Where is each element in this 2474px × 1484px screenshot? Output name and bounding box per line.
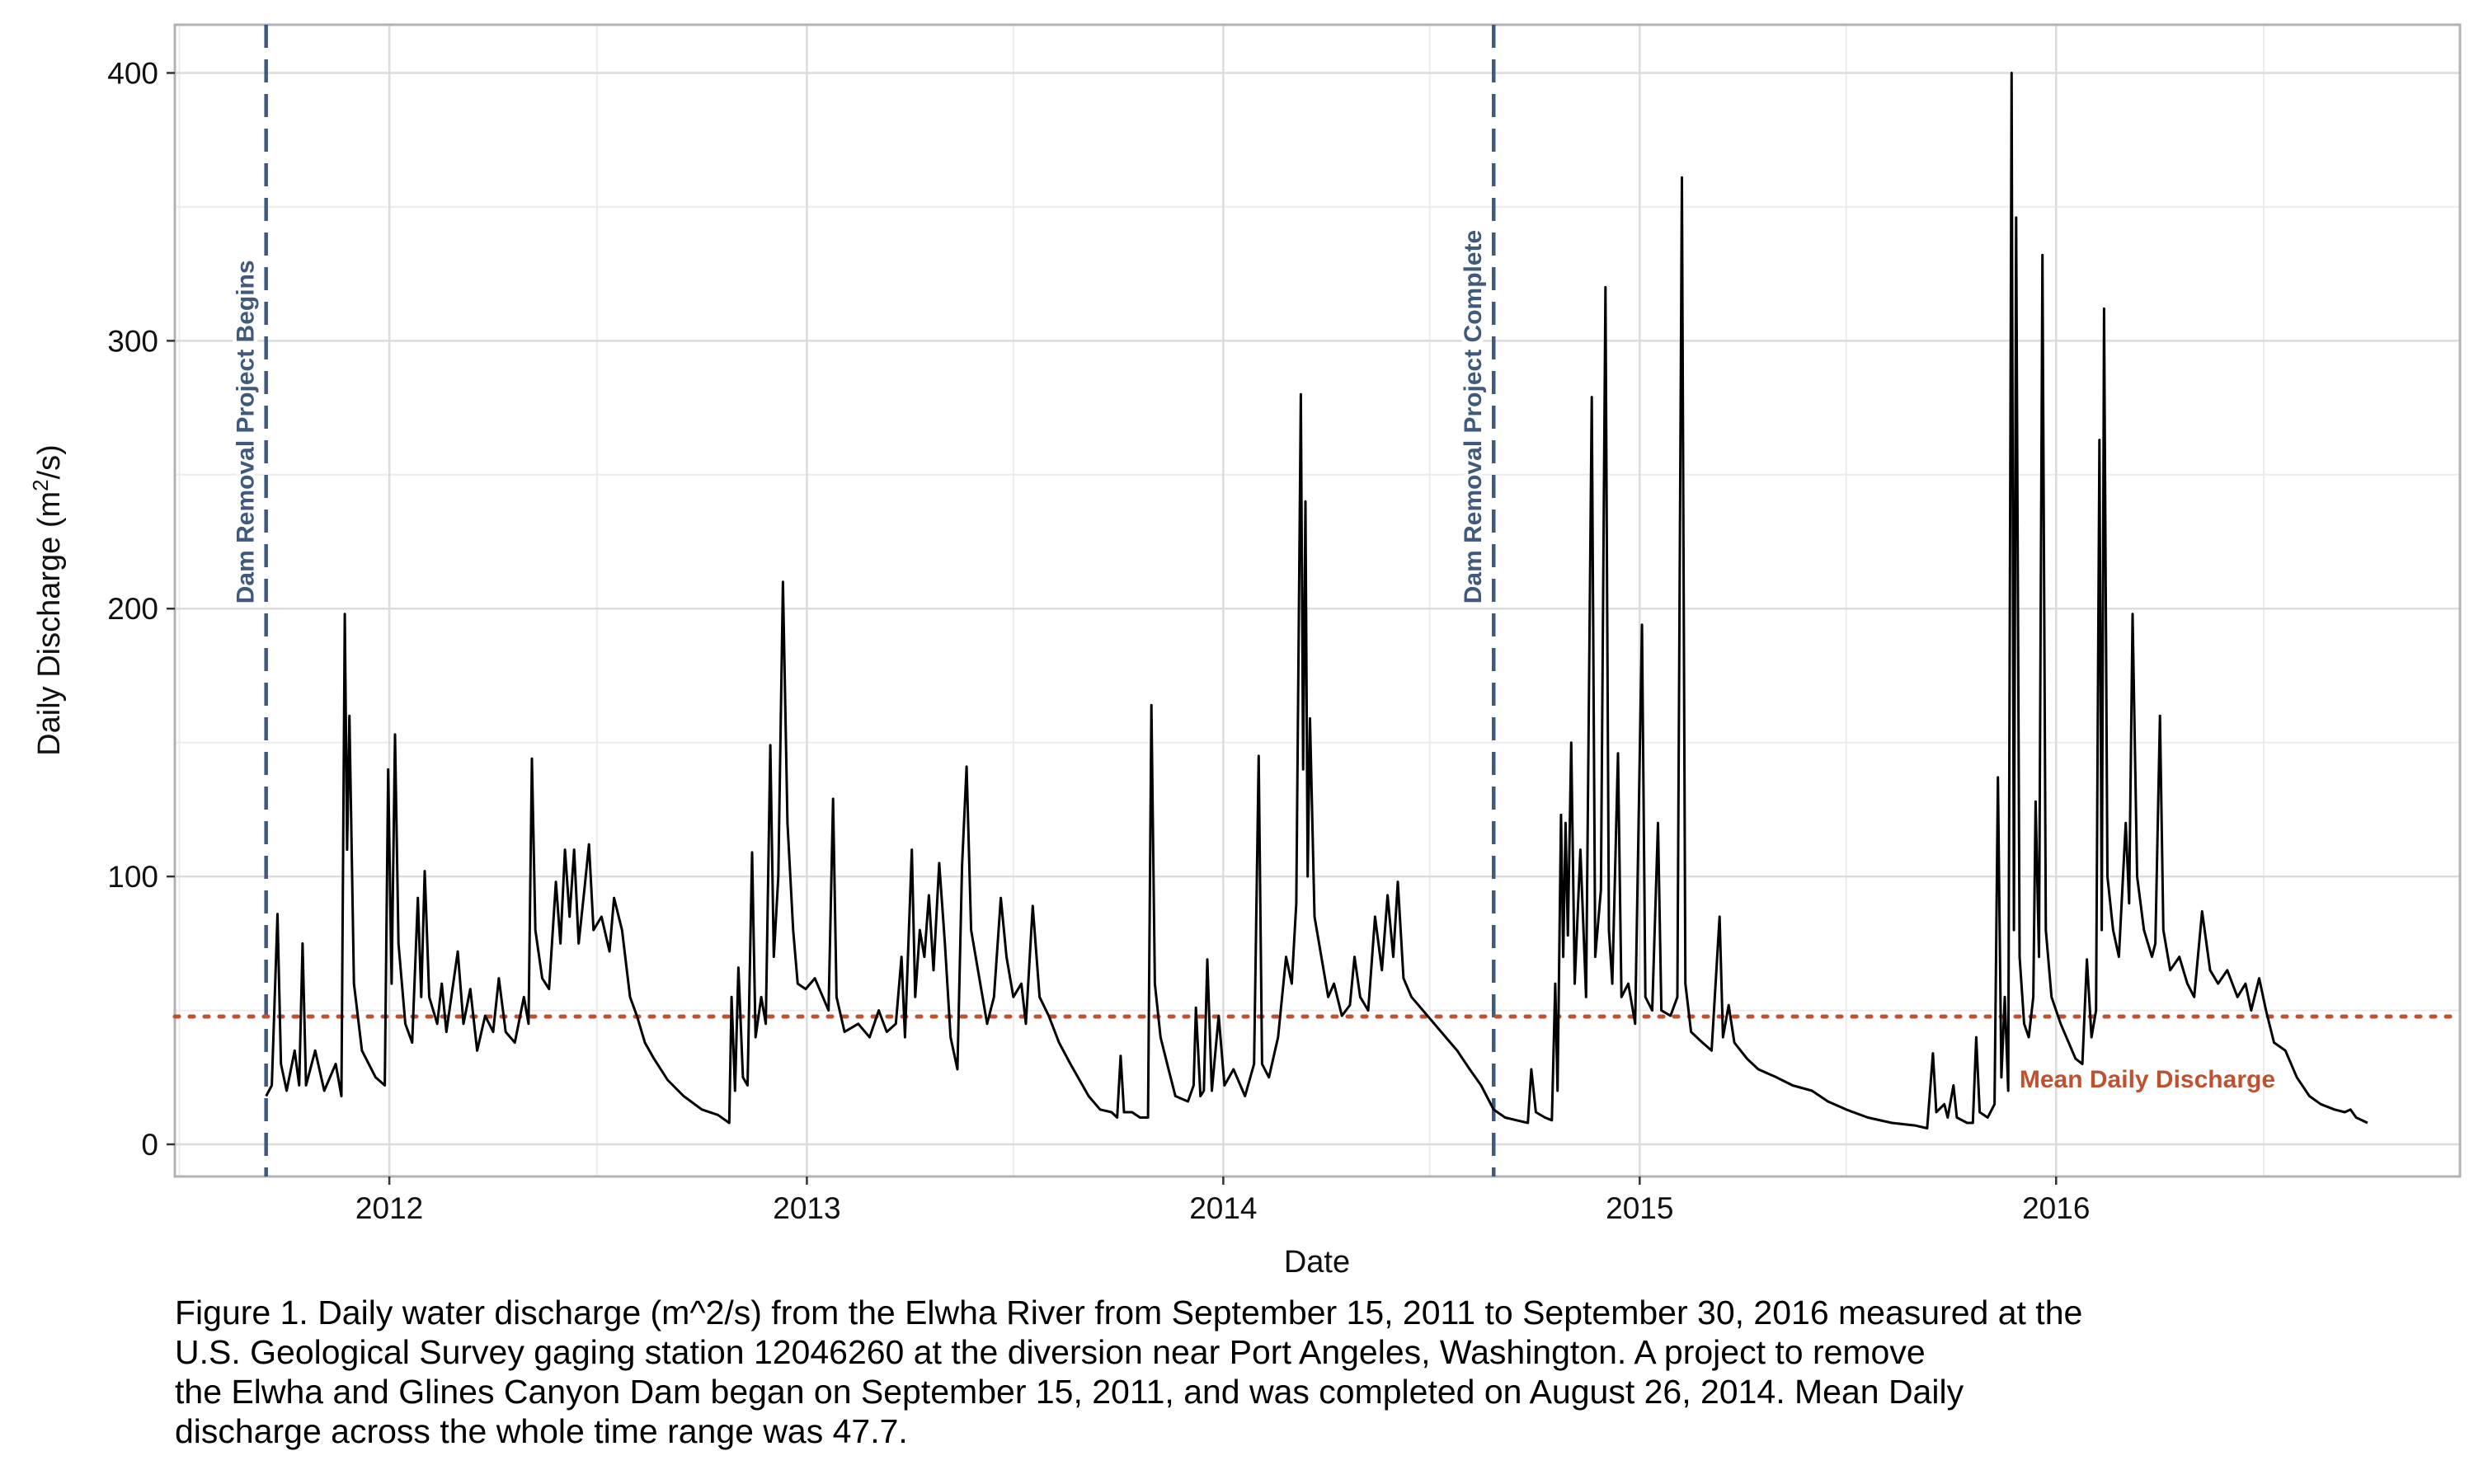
y-axis-title: Daily Discharge (m2/s) xyxy=(28,444,67,756)
y-tick-label: 400 xyxy=(107,56,158,90)
event-label: Dam Removal Project Complete xyxy=(1460,230,1487,603)
major-gridlines xyxy=(175,25,2460,1176)
x-axis-title: Date xyxy=(1284,1245,1350,1278)
y-tick-label: 0 xyxy=(141,1128,158,1162)
y-axis-ticks: 0 100 200 300 400 xyxy=(107,56,175,1162)
x-axis-ticks: 2012 2013 2014 2015 2016 xyxy=(355,1176,2090,1225)
y-tick-label: 300 xyxy=(107,324,158,358)
reference-lines xyxy=(172,25,2462,1176)
discharge-series-line xyxy=(265,72,2368,1129)
caption-line: the Elwha and Glines Canyon Dam began on… xyxy=(175,1373,1964,1411)
caption-line: Figure 1. Daily water discharge (m^2/s) … xyxy=(175,1294,2083,1331)
y-tick-label: 100 xyxy=(107,860,158,894)
x-tick-label: 2014 xyxy=(1189,1191,1257,1225)
x-tick-label: 2015 xyxy=(1606,1191,1673,1225)
x-tick-label: 2013 xyxy=(773,1191,840,1225)
y-tick-label: 200 xyxy=(107,592,158,626)
event-label: Dam Removal Project Begins xyxy=(233,260,260,603)
caption-line: U.S. Geological Survey gaging station 12… xyxy=(175,1333,1926,1371)
minor-gridlines xyxy=(175,25,2460,1176)
x-tick-label: 2012 xyxy=(355,1191,423,1225)
caption-line: discharge across the whole time range wa… xyxy=(175,1412,908,1450)
discharge-chart: Dam Removal Project Begins Dam Removal Pr… xyxy=(28,23,2462,1278)
plot-panel-border xyxy=(173,23,2462,1178)
figure-caption: Figure 1. Daily water discharge (m^2/s) … xyxy=(175,1293,2401,1451)
mean-line-label: Mean Daily Discharge xyxy=(2020,1066,2275,1093)
x-tick-label: 2016 xyxy=(2022,1191,2090,1225)
reference-line-labels: Dam Removal Project Begins Dam Removal Pr… xyxy=(228,226,2275,1093)
